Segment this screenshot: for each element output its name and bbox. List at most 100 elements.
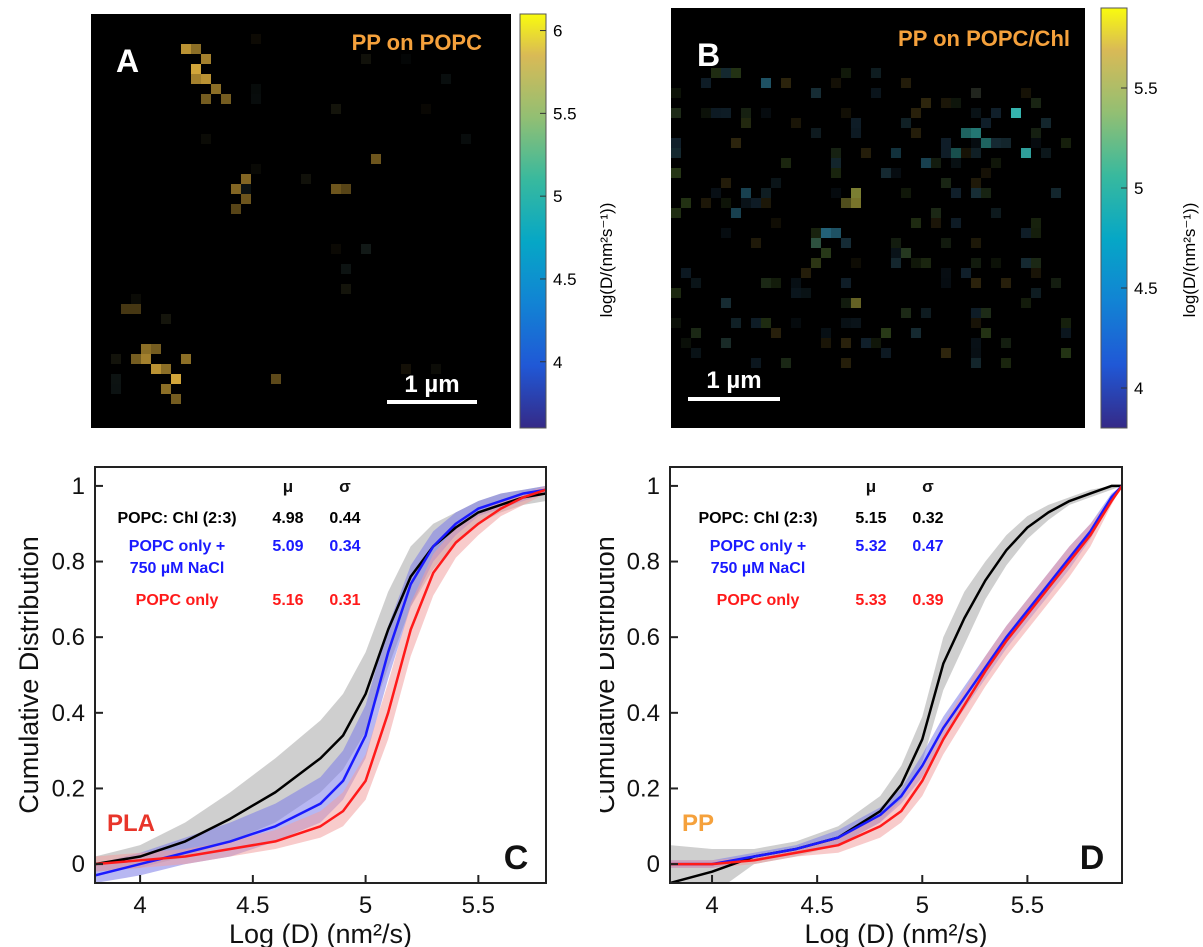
series-line	[95, 492, 546, 866]
map-pixel	[971, 358, 981, 368]
mu-value: 5.15	[855, 510, 886, 527]
map-pixel	[911, 258, 921, 268]
map-pixel	[1001, 358, 1011, 368]
map-pixel	[241, 194, 251, 204]
map-pixel	[731, 318, 741, 328]
map-pixel	[271, 374, 281, 384]
x-tick-label: 4.5	[800, 892, 833, 919]
map-pixel	[251, 164, 261, 174]
map-pixel	[871, 68, 881, 78]
legend-entry: POPC: Chl (2:3)	[117, 510, 236, 527]
map-pixel	[951, 158, 961, 168]
map-pixel	[1021, 88, 1031, 98]
colorbar-tick-label: 6	[553, 22, 562, 41]
map-pixel	[851, 188, 861, 198]
map-pixel	[991, 158, 1001, 168]
colorbar-tick-label: 5	[1134, 179, 1143, 198]
map-pixel	[761, 78, 771, 88]
series-line	[670, 485, 1122, 866]
map-pixel	[871, 338, 881, 348]
map-pixel	[341, 284, 351, 294]
map-pixel	[701, 198, 711, 208]
map-pixel	[981, 138, 991, 148]
colorbar-a: 4 4.5 5 5.5 6 log(D/(nm²s⁻¹))	[519, 13, 616, 429]
y-axis-label: Cumulative Distribution	[600, 536, 620, 814]
chart-d: 4 4.5 5 5.5 0 0.2 0.4 0.6 0.8 1 Log (D) (nm²/s) Cum…	[600, 466, 1123, 947]
map-pixel	[721, 68, 731, 78]
panel-letter: D	[1080, 839, 1105, 877]
map-pixel	[751, 318, 761, 328]
map-pixel	[931, 158, 941, 168]
map-pixel	[111, 374, 121, 384]
top-image-panels: A PP on POPC 1 µm 4 4.5 5 5.5 6 log(D/(nm²s⁻…	[91, 7, 1199, 429]
panel-a-title: PP on POPC	[352, 30, 483, 55]
mu-value: 5.09	[272, 538, 303, 555]
map-pixel	[771, 178, 781, 188]
legend-entry: POPC only	[717, 592, 800, 609]
map-pixel	[811, 128, 821, 138]
map-pixel	[681, 268, 691, 278]
map-pixel	[861, 148, 871, 158]
map-pixel	[721, 228, 731, 238]
map-pixel	[891, 168, 901, 178]
map-pixel	[791, 278, 801, 288]
y-tick-label: 1	[647, 473, 660, 500]
map-pixel	[821, 228, 831, 238]
map-pixel	[231, 204, 241, 214]
map-pixel	[901, 248, 911, 258]
legend-entry: POPC: Chl (2:3)	[698, 510, 817, 527]
panel-b-title: PP on POPC/Chl	[898, 26, 1070, 51]
map-pixel	[881, 328, 891, 338]
map-pixel	[361, 244, 371, 254]
map-pixel	[731, 208, 741, 218]
map-pixel	[971, 238, 981, 248]
map-pixel	[821, 328, 831, 338]
map-pixel	[941, 98, 951, 108]
map-pixel	[1051, 278, 1061, 288]
colorbar-b-ticks: 4 4.5 5 5.5	[1121, 79, 1158, 398]
map-pixel	[811, 258, 821, 268]
map-pixel	[761, 198, 771, 208]
legend-entry: 750 µM NaCl	[130, 560, 225, 577]
axes-frame	[94, 466, 547, 884]
map-pixel	[671, 88, 681, 98]
map-pixel	[1001, 338, 1011, 348]
map-pixel	[121, 304, 131, 314]
map-pixel	[971, 108, 981, 118]
map-pixel	[671, 288, 681, 298]
map-pixel	[231, 184, 241, 194]
map-pixel	[401, 54, 411, 64]
map-pixel	[171, 374, 181, 384]
legend-entry: POPC only +	[129, 538, 225, 555]
map-pixel	[971, 88, 981, 98]
colorbar-tick-label: 5	[553, 187, 562, 206]
map-pixel	[991, 138, 1001, 148]
map-pixel	[341, 264, 351, 274]
map-pixel	[791, 288, 801, 298]
map-pixel	[1061, 318, 1071, 328]
x-axis-label: Log (D) (nm²/s)	[804, 919, 987, 947]
map-pixel	[1001, 278, 1011, 288]
map-pixel	[801, 288, 811, 298]
map-pixel	[831, 148, 841, 158]
map-pixel	[841, 338, 851, 348]
map-pixel	[971, 188, 981, 198]
sigma-value: 0.31	[329, 592, 360, 609]
map-pixel	[671, 318, 681, 328]
map-pixel	[831, 228, 841, 238]
map-pixel	[251, 94, 261, 104]
map-pixel	[131, 354, 141, 364]
map-pixel	[331, 184, 341, 194]
y-tick-label: 0.4	[627, 700, 660, 727]
panel-a: A PP on POPC 1 µm	[91, 14, 511, 428]
map-pixel	[841, 68, 851, 78]
map-pixel	[971, 178, 981, 188]
plot-area	[670, 484, 1122, 883]
series-line	[670, 485, 1122, 866]
map-pixel	[821, 248, 831, 258]
mu-value: 5.16	[272, 592, 303, 609]
map-pixel	[1051, 188, 1061, 198]
map-pixel	[131, 294, 141, 304]
map-pixel	[151, 364, 161, 374]
map-pixel	[201, 94, 211, 104]
